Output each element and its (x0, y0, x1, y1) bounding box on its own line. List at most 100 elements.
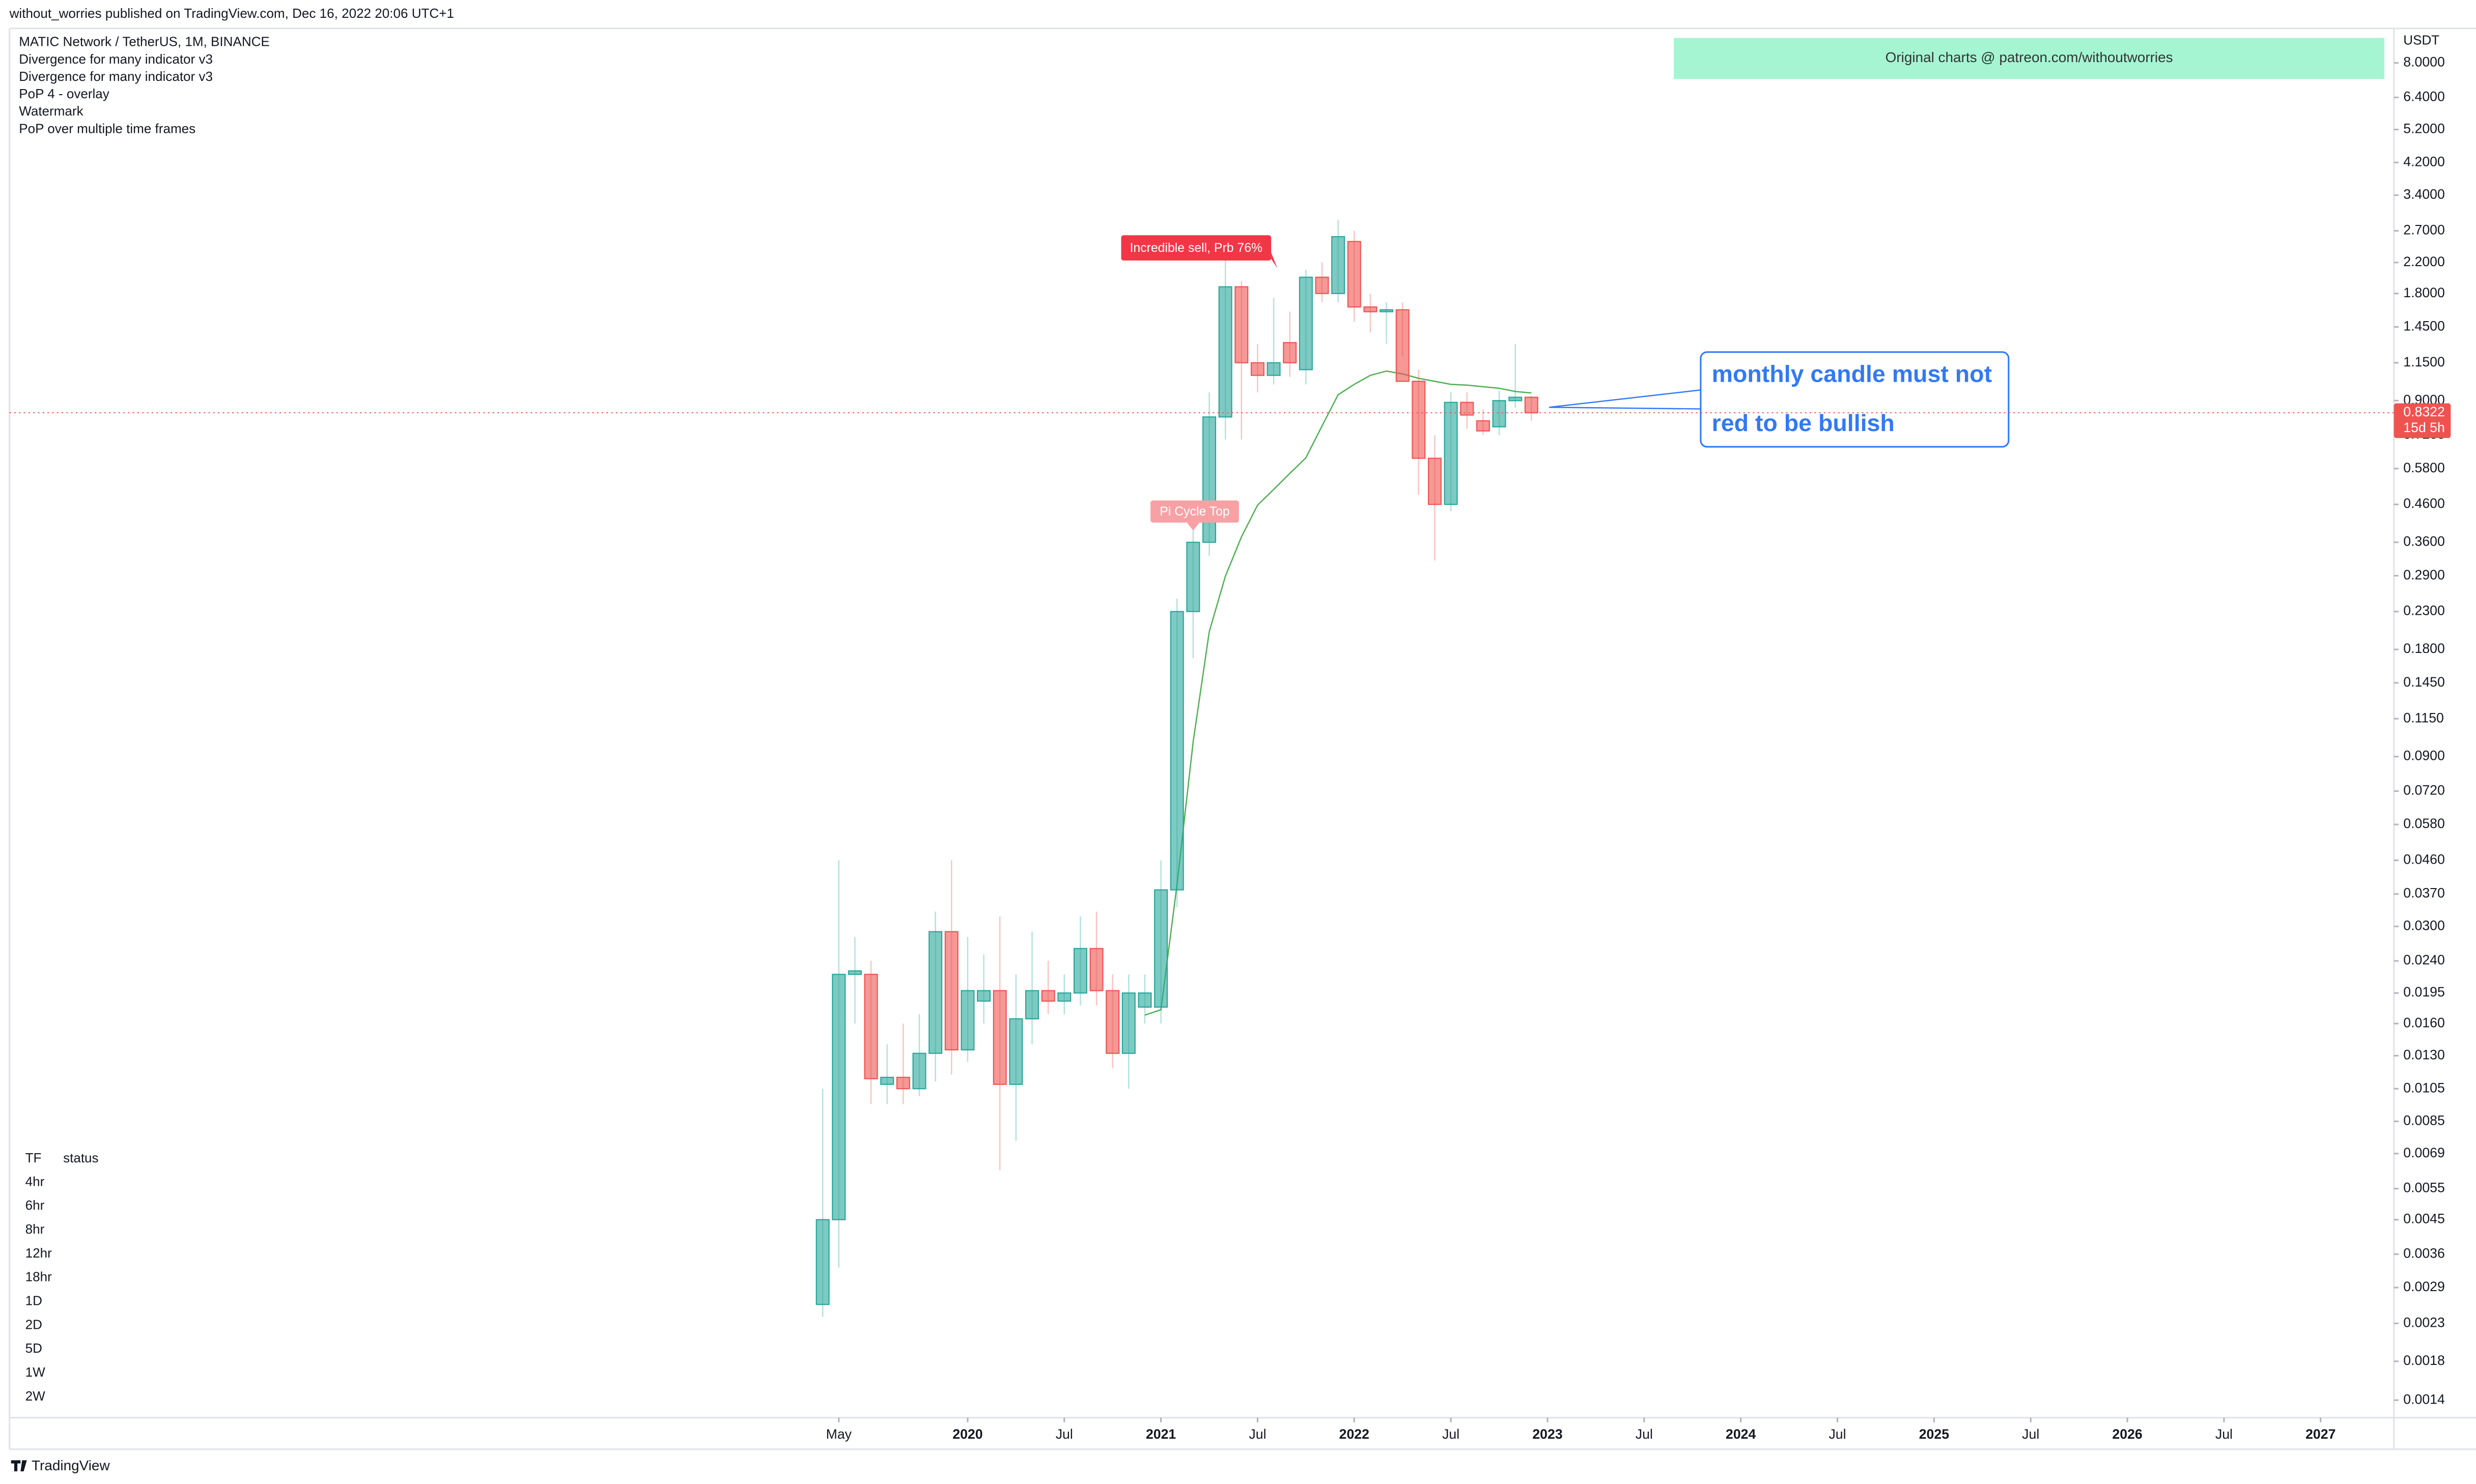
footer-logo (11, 1460, 27, 1472)
status-header: status (63, 1150, 98, 1165)
y-tick-label: 0.5800 (2403, 460, 2445, 475)
banner (1674, 38, 2385, 79)
y-tick-label: 1.1500 (2403, 354, 2445, 369)
candle-body (1073, 948, 1087, 994)
status-row: 18hr (25, 1269, 52, 1285)
candle-body (896, 1076, 910, 1090)
y-tick-label: 0.0069 (2403, 1145, 2445, 1160)
legend-line: PoP 4 - overlay (19, 86, 109, 101)
ma-line (1144, 370, 1532, 1016)
annotation-text: Pi Cycle Top (1160, 505, 1229, 519)
candle-body (944, 931, 959, 1050)
candle-body (912, 1052, 926, 1090)
y-tick-label: 0.0036 (2403, 1245, 2445, 1261)
candle-body (1267, 362, 1281, 376)
y-tick-label: 1.4500 (2403, 318, 2445, 333)
candle-body (1186, 541, 1200, 612)
x-tick-label: 2021 (1146, 1426, 1176, 1442)
y-tick-label: 0.0300 (2403, 918, 2445, 933)
y-tick-label: 0.0029 (2403, 1279, 2445, 1294)
y-tick-label: 0.0370 (2403, 886, 2445, 901)
candle-body (1508, 396, 1523, 402)
y-tick-label: 0.1450 (2403, 674, 2445, 690)
legend-line: PoP over multiple time frames (19, 121, 195, 136)
y-tick-label: 4.2000 (2403, 154, 2445, 169)
candle-body (977, 990, 991, 1002)
x-tick-label: 2022 (1339, 1426, 1369, 1442)
y-tick-label: 8.0000 (2403, 54, 2445, 70)
x-tick-label: 2025 (1919, 1426, 1949, 1442)
y-tick-label: 0.1800 (2403, 641, 2445, 656)
candle-body (848, 970, 862, 975)
callout-text: red to be bullish (1712, 410, 1895, 436)
callout-text: monthly candle must not (1712, 361, 1992, 387)
candle-body (1299, 276, 1313, 370)
y-tick-label: 0.4600 (2403, 496, 2445, 511)
candle-body (1009, 1018, 1023, 1085)
candle-body (1315, 276, 1329, 294)
x-tick-label: Jul (1249, 1426, 1266, 1442)
candle-body (1460, 402, 1474, 416)
y-tick-label: 0.2900 (2403, 567, 2445, 582)
annotation-box (1150, 500, 1239, 523)
y-tick-label: 0.0460 (2403, 852, 2445, 867)
x-tick-label: 2026 (2112, 1426, 2142, 1442)
y-tick-label: 0.0085 (2403, 1112, 2445, 1128)
x-tick-label: Jul (2215, 1426, 2233, 1442)
x-tick-label: Jul (1056, 1426, 1073, 1442)
x-tick-label: May (826, 1426, 852, 1442)
y-tick-label: 0.1150 (2403, 710, 2444, 725)
x-tick-label: 2020 (952, 1426, 982, 1442)
x-tick-label: Jul (1636, 1426, 1653, 1442)
candle-body (1218, 286, 1232, 418)
countdown: 15d 5h (2403, 420, 2445, 435)
status-row: 6hr (25, 1197, 45, 1213)
publish-line: without_worries published on TradingView… (9, 6, 454, 21)
candle-body (1331, 236, 1345, 294)
candle-body (929, 931, 943, 1054)
x-tick-label: Jul (1442, 1426, 1459, 1442)
candle-body (1380, 309, 1394, 312)
legend-line: Divergence for many indicator v3 (19, 69, 213, 84)
candle-body (1154, 889, 1168, 1008)
candle-body (961, 990, 975, 1050)
y-tick-label: 0.0900 (2403, 748, 2445, 763)
y-tick-label: 3.4000 (2403, 187, 2445, 202)
y-tick-label: 2.7000 (2403, 222, 2445, 238)
status-row: 1D (25, 1293, 42, 1308)
callout-pointer (1549, 389, 1701, 410)
candle-body (1250, 362, 1264, 376)
status-row: 2D (25, 1317, 42, 1332)
candle-body (1138, 992, 1152, 1008)
y-tick-label: 1.8000 (2403, 285, 2445, 300)
y-tick-label: 0.0160 (2403, 1015, 2445, 1030)
annotation-pointer (1187, 522, 1200, 531)
candle-body (1363, 306, 1377, 312)
status-row: 1W (25, 1364, 45, 1380)
y-tick-label: 6.4000 (2403, 89, 2445, 104)
status-header: TF (25, 1150, 42, 1165)
callout-box (1700, 351, 2010, 448)
candle-body (1347, 241, 1361, 308)
candle-body (1057, 992, 1072, 1002)
legend-line: Divergence for many indicator v3 (19, 51, 213, 67)
candle-body (1395, 309, 1410, 382)
status-row: 5D (25, 1340, 42, 1356)
x-tick-label: Jul (1828, 1426, 1846, 1442)
y-tick-label: 0.0055 (2403, 1180, 2445, 1195)
legend-line: Watermark (19, 103, 83, 119)
y-tick-label: 0.2300 (2403, 603, 2445, 618)
x-tick-label: Jul (2022, 1426, 2039, 1442)
candle-body (1412, 381, 1426, 459)
y-tick-label: 0.0023 (2403, 1315, 2445, 1330)
annotation-box (1121, 235, 1272, 261)
status-row: 2W (25, 1388, 45, 1404)
x-tick-label: 2024 (1726, 1426, 1756, 1442)
banner-text: Original charts @ patreon.com/withoutwor… (1886, 49, 2173, 65)
y-tick-label: 0.0195 (2403, 984, 2445, 1000)
y-tick-label: 0.0105 (2403, 1080, 2445, 1095)
y-tick-label: 0.0240 (2403, 952, 2445, 967)
candle-body (1524, 396, 1538, 414)
price-label: 0.8322 (2403, 404, 2445, 419)
